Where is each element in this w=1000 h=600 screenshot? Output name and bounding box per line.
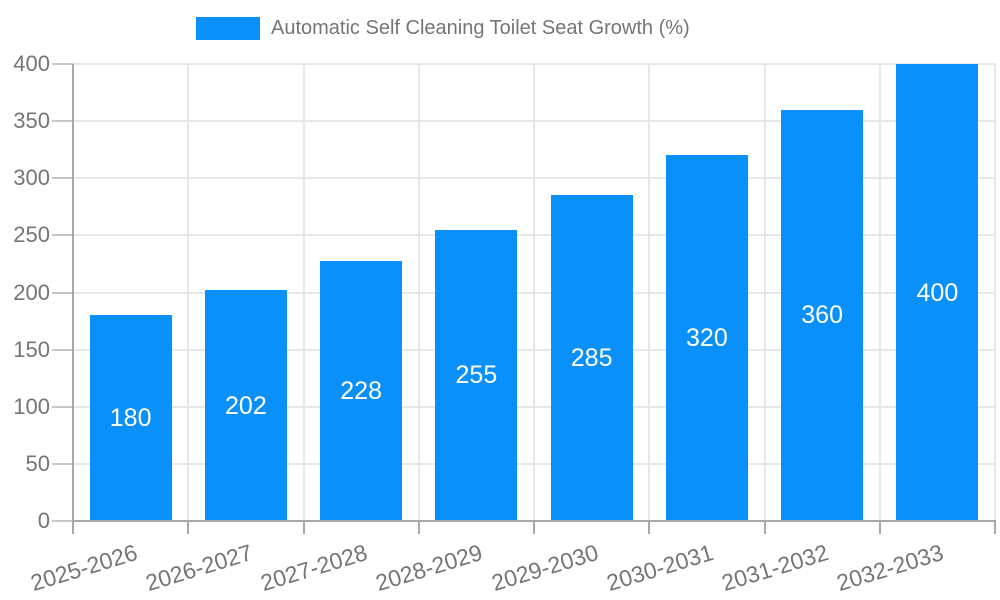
y-axis-tick-label: 350 [13,108,50,134]
bar-value-label: 255 [455,361,498,390]
y-axis-tick-label: 300 [13,165,50,191]
bar [896,64,979,521]
x-tick-mark [878,521,881,534]
x-tick-mark [533,521,535,534]
y-tick-mark [52,63,73,65]
bar-value-label: 202 [225,391,267,420]
bar [204,290,287,521]
bar [550,195,633,521]
x-tick-mark [302,521,305,534]
bar [781,109,864,521]
gridline-vertical [763,64,766,521]
bar-value-label: 285 [570,344,613,373]
bar-value-label: 180 [109,404,152,433]
y-axis-tick-label: 50 [25,450,50,476]
gridline-vertical [878,64,881,521]
y-axis-tick-label: 150 [13,336,50,362]
bar [435,229,518,521]
bar-value-label: 320 [686,324,728,353]
gridline-vertical [417,64,420,521]
y-tick-mark [52,348,73,351]
x-axis-line [72,520,996,522]
bar-value-label: 228 [340,376,382,405]
chart-legend: Automatic Self Cleaning Toilet Seat Grow… [196,17,690,40]
y-axis-tick-label: 100 [13,393,50,419]
gridline-vertical [994,64,996,521]
y-axis-tick-label: 400 [13,51,50,76]
bar-value-label: 400 [916,278,959,307]
x-tick-mark [187,521,190,534]
x-tick-mark [417,521,420,534]
x-tick-mark [994,521,996,534]
x-tick-mark [648,521,651,534]
x-tick-mark [72,521,74,534]
y-tick-mark [52,462,73,465]
gridline-vertical [302,64,305,521]
gridline-vertical [648,64,651,521]
legend-swatch [196,17,260,40]
x-tick-mark [763,521,766,534]
y-axis-line [72,64,74,521]
gridline-vertical [187,64,190,521]
y-tick-mark [52,120,73,123]
y-axis-tick-label: 0 [37,508,50,533]
y-tick-mark [52,234,73,237]
y-axis-tick-label: 200 [13,279,50,305]
bar [665,155,748,521]
bar-value-label: 360 [801,301,843,330]
y-tick-mark [52,177,73,180]
y-tick-mark [52,405,73,408]
y-tick-mark [52,520,73,522]
bar [320,260,403,521]
y-tick-mark [52,291,73,294]
bar [89,315,172,521]
gridline-vertical [533,64,535,521]
legend-label: Automatic Self Cleaning Toilet Seat Grow… [271,17,690,39]
y-axis-tick-label: 250 [13,222,50,248]
